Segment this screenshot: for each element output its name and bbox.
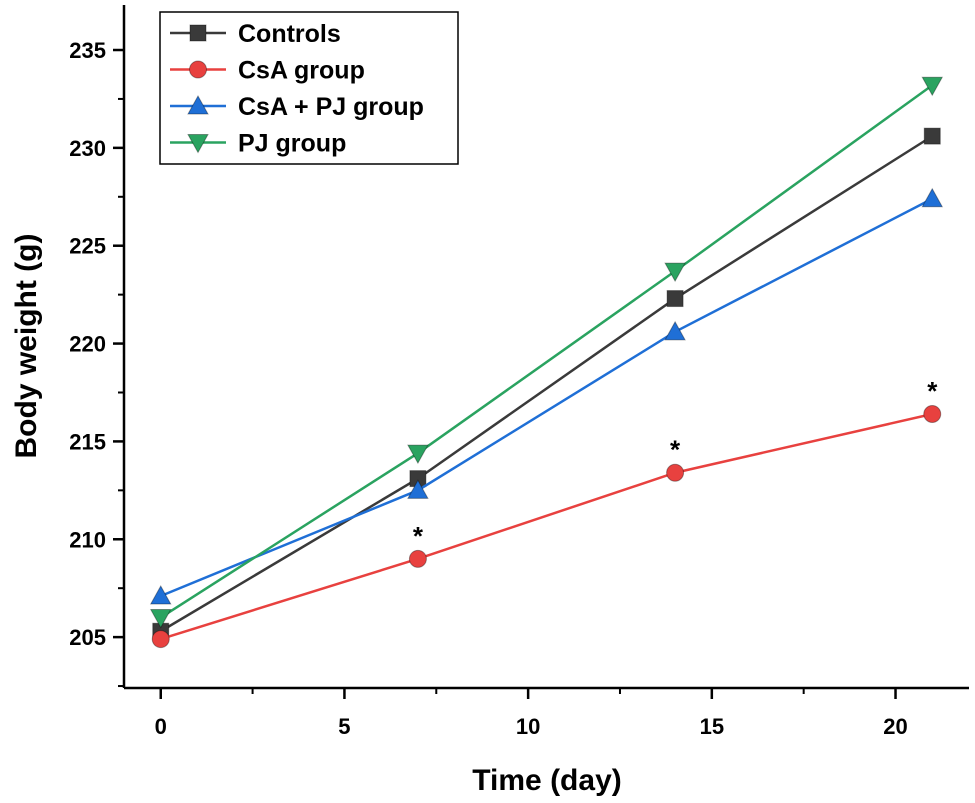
- significance-marker: *: [413, 521, 424, 551]
- annotation-layer: * * *: [413, 376, 938, 551]
- y-tick-label: 220: [69, 332, 106, 357]
- data-point-pj-group: [921, 76, 944, 97]
- series-line-pj-group: [160, 84, 933, 619]
- legend: Controls CsA group CsA + PJ group PJ group: [159, 11, 459, 165]
- y-tick-label: 230: [69, 136, 106, 161]
- data-point-csa-pj-group: [921, 187, 944, 208]
- series-layer: [149, 76, 944, 649]
- y-tick-label: 235: [69, 38, 106, 63]
- legend-label-csa-pj-group: CsA + PJ group: [238, 93, 424, 121]
- series-controls: [152, 127, 941, 640]
- significance-marker: *: [670, 435, 681, 465]
- x-axis-title: Time (day): [472, 764, 622, 797]
- y-tick-label: 210: [69, 527, 106, 552]
- legend-box: [159, 11, 459, 165]
- series-line-controls: [160, 135, 933, 633]
- y-tick-label: 225: [69, 234, 106, 259]
- x-tick-label: 5: [338, 714, 350, 739]
- legend-marker-pj-group: [187, 134, 209, 154]
- data-point-pj-group: [149, 609, 172, 629]
- data-point-csa-pj-group: [407, 479, 429, 499]
- legend-marker-csa-pj-group: [187, 94, 209, 115]
- data-point-controls: [666, 290, 684, 308]
- significance-marker: *: [927, 376, 938, 406]
- legend-marker-csa-group: [189, 60, 207, 79]
- x-tick-label: 20: [883, 714, 907, 739]
- axes: 0 5 10 15 20 205 210 215 220 225 230 235: [69, 5, 969, 739]
- data-point-csa-group: [666, 463, 685, 482]
- series-line-csa-pj-group: [160, 197, 933, 598]
- x-tick-label: 0: [155, 714, 167, 739]
- data-point-csa-pj-group: [664, 320, 686, 341]
- series-pj-group: [149, 76, 944, 629]
- x-tick-label: 15: [700, 714, 724, 739]
- series-line-csa-group: [160, 412, 933, 641]
- data-point-pj-group: [407, 444, 429, 465]
- y-tick-label: 205: [69, 625, 106, 650]
- legend-marker-controls: [189, 24, 207, 42]
- legend-label-csa-group: CsA group: [238, 57, 365, 85]
- data-point-pj-group: [664, 262, 686, 283]
- data-point-csa-pj-group: [149, 584, 172, 605]
- series-csa-group: [151, 405, 942, 649]
- data-point-csa-group: [923, 405, 942, 424]
- x-tick-label: 10: [516, 714, 540, 739]
- data-point-csa-group: [408, 549, 427, 568]
- legend-label-pj-group: PJ group: [238, 130, 346, 158]
- data-point-csa-group: [151, 630, 170, 649]
- series-csa-pj-group: [149, 187, 944, 605]
- legend-label-controls: Controls: [238, 20, 341, 48]
- data-point-controls: [923, 127, 941, 145]
- y-axis-title: Body weight (g): [10, 234, 43, 459]
- y-tick-label: 215: [69, 429, 106, 454]
